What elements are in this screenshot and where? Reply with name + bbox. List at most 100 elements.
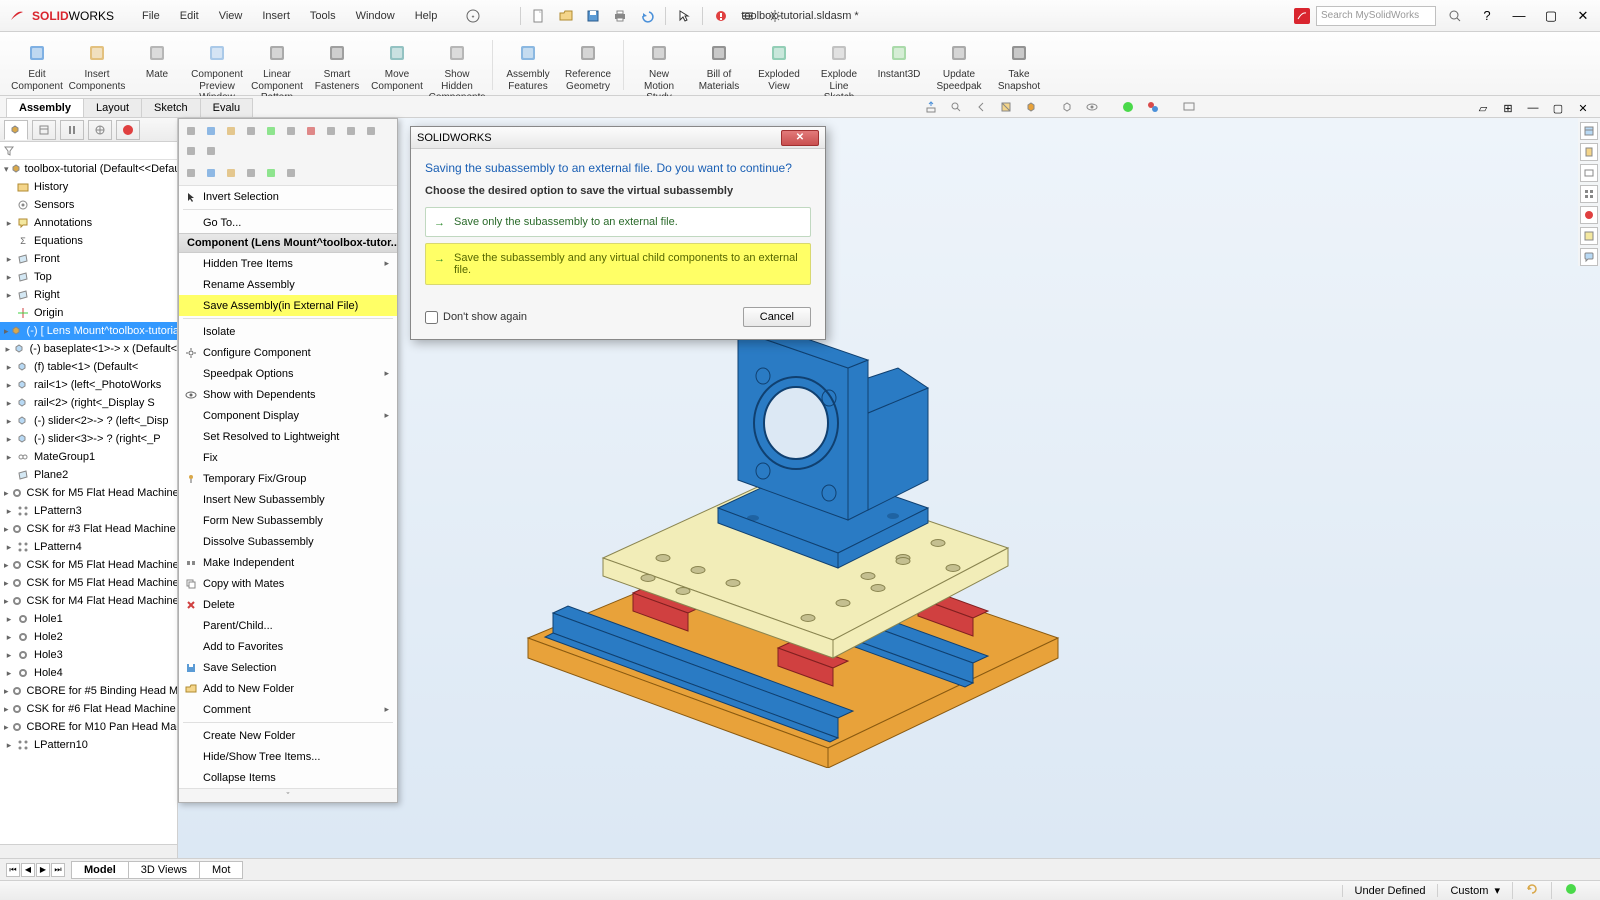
menu-view[interactable]: View: [209, 7, 253, 25]
ctx-toolbar-btn-17[interactable]: [282, 164, 300, 182]
ctx-go-to[interactable]: Go To...: [179, 212, 397, 233]
tree-tab-dimxpert[interactable]: [88, 120, 112, 140]
close-button[interactable]: ✕: [1570, 5, 1596, 27]
tree-item[interactable]: ▸rail<1> (left<_PhotoWorks: [0, 376, 177, 394]
ctx-toolbar-btn-4[interactable]: [262, 122, 280, 140]
view-orient-icon[interactable]: [1020, 98, 1042, 116]
menu-file[interactable]: File: [132, 7, 170, 25]
doc-close-icon[interactable]: ✕: [1572, 99, 1594, 117]
dialog-option-2[interactable]: → Save the subassembly and any virtual c…: [425, 243, 811, 285]
ctx-hide-show-tree-items[interactable]: Hide/Show Tree Items...: [179, 746, 397, 767]
menu-help[interactable]: Help: [405, 7, 448, 25]
maximize-button[interactable]: ▢: [1538, 5, 1564, 27]
search-input[interactable]: Search MySolidWorks: [1316, 6, 1436, 26]
ctx-toolbar-btn-12[interactable]: [182, 164, 200, 182]
btab-3dviews[interactable]: 3D Views: [128, 861, 200, 879]
ctx-delete[interactable]: Delete: [179, 594, 397, 615]
tree-item[interactable]: ΣEquations: [0, 232, 177, 250]
ctx-toolbar-btn-16[interactable]: [262, 164, 280, 182]
ctx-temporary-fix-group[interactable]: Temporary Fix/Group: [179, 468, 397, 489]
ctx-make-independent[interactable]: Make Independent: [179, 552, 397, 573]
tree-item[interactable]: ▸CSK for M4 Flat Head Machine Sc: [0, 592, 177, 610]
ctx-toolbar-btn-13[interactable]: [202, 164, 220, 182]
tree-item[interactable]: Plane2: [0, 466, 177, 484]
tree-item[interactable]: ▸Top: [0, 268, 177, 286]
tree-item[interactable]: ▸(-) [ Lens Mount^toolbox-tutorial: [0, 322, 177, 340]
ctx-hidden-tree-items[interactable]: Hidden Tree Items▸: [179, 253, 397, 274]
feature-tree[interactable]: ▾ toolbox-tutorial (Default<<Default>_ H…: [0, 160, 177, 844]
tree-item[interactable]: ▸CBORE for #5 Binding Head Mac: [0, 682, 177, 700]
ctx-comment[interactable]: Comment▸: [179, 699, 397, 720]
tree-item[interactable]: ▸LPattern3: [0, 502, 177, 520]
ctx-add-to-favorites[interactable]: Add to Favorites: [179, 636, 397, 657]
ctx-dissolve-subassembly[interactable]: Dissolve Subassembly: [179, 531, 397, 552]
zoom-area-icon[interactable]: [945, 98, 967, 116]
view-settings-icon[interactable]: [1178, 98, 1200, 116]
ctx-configure-component[interactable]: Configure Component: [179, 342, 397, 363]
ctx-isolate[interactable]: Isolate: [179, 321, 397, 342]
btab-motion[interactable]: Mot: [199, 861, 243, 879]
help-dropdown-icon[interactable]: ?: [1474, 5, 1500, 27]
ribbon-bill-of[interactable]: Bill of Materials: [690, 36, 748, 95]
tree-tab-property[interactable]: [32, 120, 56, 140]
tree-item[interactable]: ▸MateGroup1: [0, 448, 177, 466]
doc-min-icon[interactable]: —: [1522, 99, 1544, 117]
ctx-expand-icon[interactable]: ˇ: [179, 788, 397, 802]
tree-item[interactable]: ▸LPattern4: [0, 538, 177, 556]
btab-next-icon[interactable]: ▶: [36, 863, 50, 877]
ctx-toolbar-btn-10[interactable]: [182, 142, 200, 160]
hide-show-icon[interactable]: [1081, 98, 1103, 116]
ctx-component-display[interactable]: Component Display▸: [179, 405, 397, 426]
tree-item[interactable]: ▸(-) slider<3>-> ? (right<_P: [0, 430, 177, 448]
ctx-toolbar-btn-5[interactable]: [282, 122, 300, 140]
tree-tab-config[interactable]: [60, 120, 84, 140]
dialog-close-button[interactable]: ✕: [781, 130, 819, 146]
tree-item[interactable]: ▸Annotations: [0, 214, 177, 232]
tree-item[interactable]: ▸Hole4: [0, 664, 177, 682]
rail-design-lib-icon[interactable]: [1580, 143, 1598, 161]
search-icon[interactable]: [1442, 5, 1468, 27]
tab-assembly[interactable]: Assembly: [6, 98, 84, 117]
btab-first-icon[interactable]: ⏮: [6, 863, 20, 877]
tree-item[interactable]: ▸Hole2: [0, 628, 177, 646]
ribbon-take[interactable]: Take Snapshot: [990, 36, 1048, 95]
tree-item[interactable]: ▸Front: [0, 250, 177, 268]
tree-root[interactable]: ▾ toolbox-tutorial (Default<<Default>_: [0, 160, 177, 178]
ctx-toolbar-btn-14[interactable]: [222, 164, 240, 182]
apply-scene-icon[interactable]: [1142, 98, 1164, 116]
tree-item[interactable]: ▸CBORE for M10 Pan Head Machin: [0, 718, 177, 736]
ctx-copy-with-mates[interactable]: Copy with Mates: [179, 573, 397, 594]
ctx-toolbar-btn-7[interactable]: [322, 122, 340, 140]
tree-item[interactable]: ▸Right: [0, 286, 177, 304]
rail-forum-icon[interactable]: [1580, 248, 1598, 266]
tree-item[interactable]: ▸CSK for #6 Flat Head Machine Sc: [0, 700, 177, 718]
ctx-parent-child[interactable]: Parent/Child...: [179, 615, 397, 636]
ribbon-mate[interactable]: Mate: [128, 36, 186, 84]
ctx-form-new-subassembly[interactable]: Form New Subassembly: [179, 510, 397, 531]
tab-sketch[interactable]: Sketch: [141, 98, 201, 117]
ctx-create-new-folder[interactable]: Create New Folder: [179, 725, 397, 746]
open-button[interactable]: [554, 4, 578, 28]
tree-tab-feature[interactable]: [4, 120, 28, 140]
tree-item[interactable]: ▸(f) table<1> (Default<: [0, 358, 177, 376]
ctx-insert-new-subassembly[interactable]: Insert New Subassembly: [179, 489, 397, 510]
rail-custom-props-icon[interactable]: [1580, 227, 1598, 245]
tree-item[interactable]: ▸Hole1: [0, 610, 177, 628]
ribbon-instant3d[interactable]: Instant3D: [870, 36, 928, 84]
tree-item[interactable]: ▸Hole3: [0, 646, 177, 664]
sw-search-icon[interactable]: [1294, 8, 1310, 24]
ctx-toolbar-btn-9[interactable]: [362, 122, 380, 140]
btab-last-icon[interactable]: ⏭: [51, 863, 65, 877]
tree-item[interactable]: ▸LPattern10: [0, 736, 177, 754]
tree-item[interactable]: ▸CSK for M5 Flat Head Machine Sc: [0, 574, 177, 592]
ctx-toolbar-btn-8[interactable]: [342, 122, 360, 140]
doc-max-icon[interactable]: ▢: [1547, 99, 1569, 117]
section-view-icon[interactable]: [995, 98, 1017, 116]
doc-tile-icon[interactable]: ⊞: [1497, 99, 1519, 117]
ribbon-update[interactable]: Update Speedpak: [930, 36, 988, 95]
status-flag-icon[interactable]: [1551, 882, 1590, 899]
tree-hscrollbar[interactable]: [0, 844, 177, 858]
tab-layout[interactable]: Layout: [83, 98, 142, 117]
tree-item[interactable]: ▸rail<2> (right<_Display S: [0, 394, 177, 412]
tree-item[interactable]: ▸CSK for #3 Flat Head Machine Sc: [0, 520, 177, 538]
